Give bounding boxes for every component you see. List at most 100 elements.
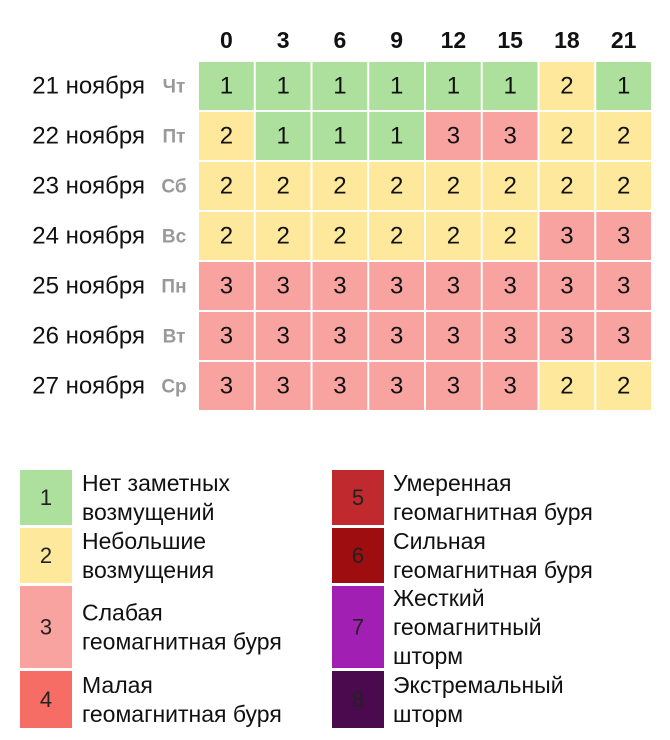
cell-value: 1 [447, 73, 460, 100]
date-label: 27 ноября [32, 373, 145, 400]
legend-swatch [332, 671, 384, 728]
cell [539, 62, 595, 110]
cell-value: 3 [276, 373, 289, 400]
cell-value: 1 [503, 73, 516, 100]
cell [539, 312, 595, 360]
legend-number: 1 [40, 485, 52, 510]
legend-label: геомагнитная буря [393, 557, 593, 583]
cell [539, 162, 595, 210]
cell-value: 2 [333, 173, 346, 200]
legend-number: 4 [40, 687, 52, 712]
cell-value: 3 [220, 273, 233, 300]
cell-value: 1 [333, 123, 346, 150]
legend-number: 3 [40, 615, 52, 640]
weekday-label: Чт [163, 77, 186, 98]
cell [199, 362, 254, 410]
cell-value: 3 [503, 373, 516, 400]
cell-value: 3 [333, 323, 346, 350]
cell-value: 1 [276, 73, 289, 100]
cell [539, 112, 595, 160]
cell-value: 2 [617, 123, 630, 150]
cell-value: 3 [560, 323, 573, 350]
cell-value: 2 [220, 173, 233, 200]
legend-label: Жесткий [393, 585, 485, 611]
cell-value: 2 [617, 173, 630, 200]
cell [426, 362, 481, 410]
cell-value: 2 [503, 173, 516, 200]
cell-value: 2 [390, 223, 403, 250]
cell-value: 2 [503, 223, 516, 250]
cell-value: 3 [220, 323, 233, 350]
legend-label: геомагнитный [393, 614, 542, 640]
cell [369, 362, 424, 410]
legend-number: 2 [40, 543, 52, 568]
cell-value: 1 [617, 73, 630, 100]
cell-value: 3 [617, 223, 630, 250]
cell [199, 112, 254, 160]
cell-value: 2 [220, 123, 233, 150]
cell [369, 312, 424, 360]
cell-value: 3 [503, 273, 516, 300]
legend-label: геомагнитная буря [393, 499, 593, 525]
cell [596, 262, 651, 310]
cell [539, 262, 595, 310]
cell-value: 2 [560, 73, 573, 100]
cell-value: 2 [560, 373, 573, 400]
cell-value: 3 [560, 273, 573, 300]
cell [312, 62, 368, 110]
legend-swatch [332, 528, 384, 583]
date-label: 24 ноября [32, 223, 145, 250]
cell-value: 2 [276, 223, 289, 250]
cell [482, 212, 538, 260]
weekday-label: Пт [163, 127, 186, 148]
legend-label: Малая [82, 672, 153, 698]
cell [312, 112, 368, 160]
cell [312, 162, 368, 210]
cell [539, 362, 595, 410]
legend-swatch [20, 671, 72, 728]
cell-value: 3 [276, 323, 289, 350]
cell-value: 3 [390, 273, 403, 300]
hour-header: 9 [390, 27, 403, 53]
cell [369, 112, 424, 160]
cell-value: 3 [503, 323, 516, 350]
legend-label: шторм [393, 701, 463, 727]
cell [482, 312, 538, 360]
cell-value: 1 [390, 73, 403, 100]
cell-value: 1 [333, 73, 346, 100]
cell-value: 2 [390, 173, 403, 200]
legend-swatch [20, 528, 72, 583]
legend-label: Экстремальный [393, 672, 564, 698]
cell [596, 362, 651, 410]
cell [426, 62, 481, 110]
cell-value: 3 [617, 273, 630, 300]
legend-swatch [332, 586, 384, 668]
legend-label: геомагнитная буря [82, 701, 282, 727]
cell [426, 262, 481, 310]
cell [312, 362, 368, 410]
cell-value: 2 [220, 223, 233, 250]
cell [369, 212, 424, 260]
legend-number: 6 [352, 543, 364, 568]
date-label: 25 ноября [32, 273, 145, 300]
cell [482, 262, 538, 310]
legend-swatch [20, 586, 72, 668]
weekday-label: Вт [163, 327, 186, 348]
legend-label: геомагнитная буря [82, 629, 282, 655]
cell-value: 3 [503, 123, 516, 150]
weekday-label: Вс [162, 227, 187, 248]
cell [312, 262, 368, 310]
cell [539, 212, 595, 260]
hour-header: 15 [497, 27, 523, 53]
legend-number: 7 [352, 615, 364, 640]
legend-swatch [332, 470, 384, 525]
legend-label: Сильная [393, 528, 486, 554]
cell-value: 3 [276, 273, 289, 300]
cell [255, 62, 311, 110]
legend-label: шторм [393, 643, 463, 669]
cell-value: 3 [333, 373, 346, 400]
hour-header: 21 [611, 27, 637, 53]
legend-number: 5 [352, 485, 364, 510]
cell [482, 362, 538, 410]
cell [369, 62, 424, 110]
